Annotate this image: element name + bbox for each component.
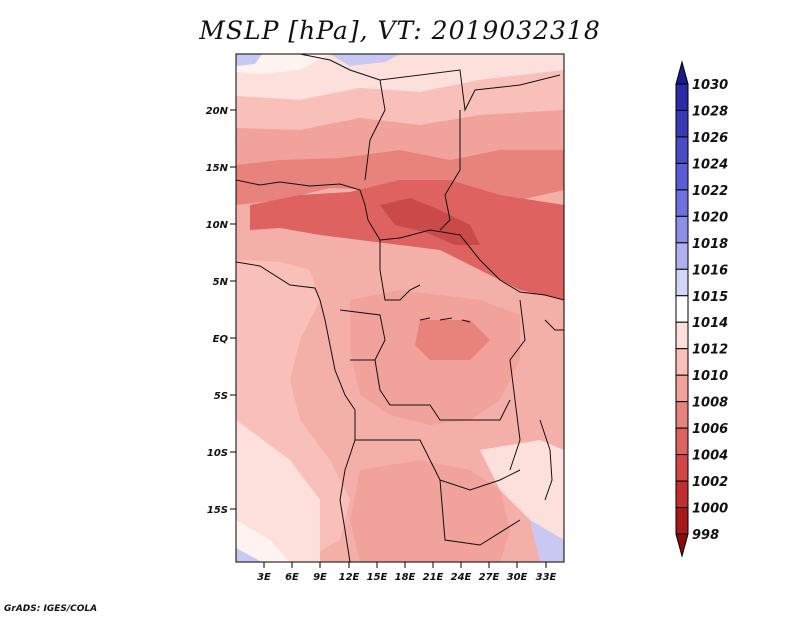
colorbar-label: 1008 bbox=[692, 396, 728, 411]
border-chad-sudan bbox=[439, 110, 461, 231]
lon-label: 21E bbox=[423, 572, 444, 583]
field-n-high bbox=[330, 54, 400, 66]
colorbar-label: 1004 bbox=[692, 449, 728, 464]
border-gabon bbox=[339, 309, 386, 361]
lon-label: 24E bbox=[451, 572, 472, 583]
pressure-field bbox=[236, 54, 564, 562]
credit-text: GrADS: IGES/COLA bbox=[4, 604, 98, 614]
field-north-lighter bbox=[236, 54, 330, 74]
lat-label: 15N bbox=[206, 163, 229, 174]
lat-label: 15S bbox=[207, 505, 228, 516]
field-nw-high bbox=[236, 54, 262, 66]
colorbar-label: 1016 bbox=[692, 263, 728, 278]
colorbar-label: 1024 bbox=[692, 157, 728, 172]
field-atlantic-1012 bbox=[236, 420, 320, 562]
lon-label: 15E bbox=[367, 572, 388, 583]
lon-label: 6E bbox=[285, 572, 299, 583]
colorbar-label: 1000 bbox=[692, 502, 728, 517]
border-lake-victoria bbox=[544, 319, 564, 331]
colorbar-arrow-bottom bbox=[675, 533, 689, 558]
field-congo-1006 bbox=[415, 320, 490, 360]
colorbar-segment bbox=[675, 454, 689, 482]
colorbar-segment bbox=[675, 83, 689, 111]
lon-label: 12E bbox=[339, 572, 360, 583]
field-sw-high bbox=[236, 548, 262, 562]
lat-label: EQ bbox=[213, 334, 229, 345]
border-east bbox=[509, 299, 526, 471]
colorbar-segment bbox=[675, 427, 689, 456]
field-1002-low bbox=[380, 198, 480, 245]
plot-frame bbox=[235, 53, 565, 563]
lat-label: 10S bbox=[207, 448, 228, 459]
colorbar-label: 1026 bbox=[692, 131, 728, 146]
lon-label: 9E bbox=[313, 572, 327, 583]
border-angola-zambia bbox=[355, 439, 521, 491]
colorbar-segment bbox=[675, 295, 689, 323]
lon-label: 27E bbox=[479, 572, 500, 583]
country-borders bbox=[236, 54, 564, 562]
border-zambia-south bbox=[439, 479, 521, 546]
lon-label: 30E bbox=[507, 572, 528, 583]
colorbar-label: 1030 bbox=[692, 78, 728, 93]
colorbar-label: 1015 bbox=[692, 290, 728, 305]
lat-label: 5N bbox=[213, 277, 229, 288]
colorbar-segment bbox=[675, 268, 689, 297]
colorbar-segment bbox=[675, 136, 689, 164]
map-title: MSLP [hPa], VT: 2019032318 bbox=[199, 16, 601, 45]
colorbar-label: 1012 bbox=[692, 343, 728, 358]
border-drc-angola bbox=[374, 359, 511, 421]
colorbar-label: 998 bbox=[692, 528, 719, 543]
lon-axis: 3E 6E 9E 12E 15E 18E 21E 24E 27E 30E 33E bbox=[257, 562, 557, 583]
coastline-west bbox=[236, 261, 356, 562]
colorbar-label: 1020 bbox=[692, 210, 728, 225]
field-se-high bbox=[530, 520, 564, 562]
colorbar-segment bbox=[675, 321, 689, 350]
colorbar-segment bbox=[675, 162, 689, 191]
colorbar-label: 1018 bbox=[692, 237, 728, 252]
lat-axis: 20N 15N 10N 5N EQ 5S 10S 15S bbox=[206, 106, 236, 516]
field-1008-north bbox=[236, 110, 564, 165]
colorbar: 1030 1028 1026 1024 1022 1020 1018 1016 1015 1014… bbox=[675, 60, 728, 558]
lon-label: 3E bbox=[257, 572, 271, 583]
colorbar-segment bbox=[675, 242, 689, 270]
field-1004-sahel bbox=[250, 180, 564, 300]
lat-label: 10N bbox=[206, 220, 229, 231]
colorbar-segment bbox=[675, 348, 689, 376]
colorbar-label: 1006 bbox=[692, 422, 728, 437]
border-car-cameroon bbox=[379, 240, 421, 301]
field-sahara-1010 bbox=[236, 70, 564, 130]
field-se-1012 bbox=[480, 440, 564, 540]
river-congo bbox=[419, 317, 471, 323]
colorbar-label: 1010 bbox=[692, 369, 728, 384]
colorbar-label: 1014 bbox=[692, 316, 728, 331]
colorbar-label: 1022 bbox=[692, 184, 728, 199]
colorbar-segment bbox=[675, 189, 689, 217]
border-malawi bbox=[539, 419, 553, 501]
colorbar-segment bbox=[675, 480, 689, 509]
colorbar-arrow-top bbox=[675, 60, 689, 85]
colorbar-label: 1002 bbox=[692, 475, 728, 490]
lon-label: 33E bbox=[536, 572, 557, 583]
lon-label: 18E bbox=[395, 572, 416, 583]
colorbar-segment bbox=[675, 374, 689, 403]
colorbar-segment bbox=[675, 215, 689, 244]
colorbar-segment bbox=[675, 401, 689, 429]
lat-label: 5S bbox=[214, 391, 228, 402]
colorbar-segment bbox=[675, 109, 689, 138]
colorbar-segment bbox=[675, 507, 689, 535]
field-atlantic-1014 bbox=[236, 520, 290, 562]
colorbar-label: 1028 bbox=[692, 104, 728, 119]
border-north bbox=[299, 54, 561, 112]
lat-label: 20N bbox=[206, 106, 229, 117]
field-south-1008 bbox=[350, 460, 510, 562]
border-niger-chad bbox=[364, 79, 386, 181]
